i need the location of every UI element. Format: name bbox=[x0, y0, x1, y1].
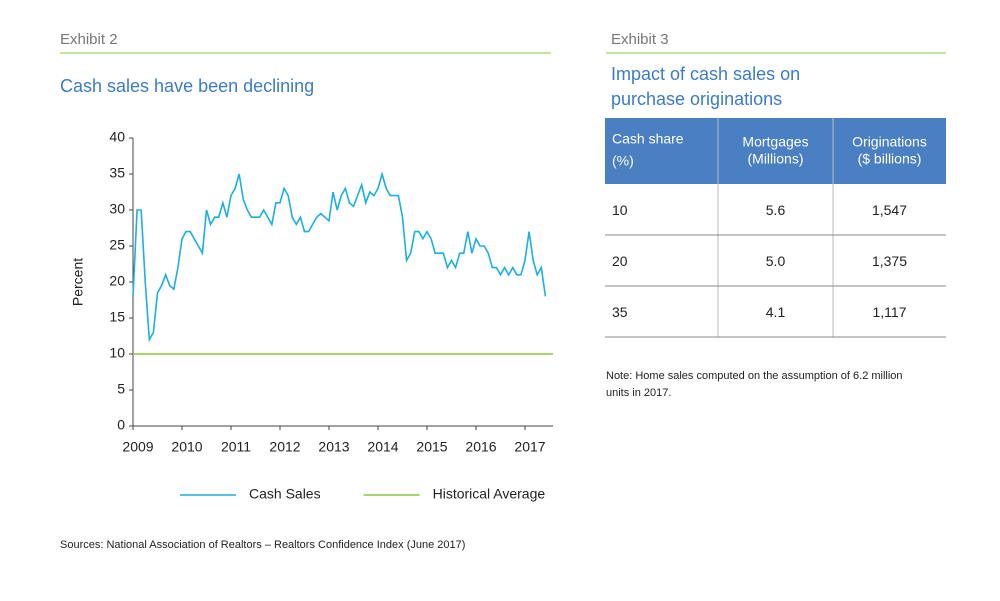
x-tick-label: 2014 bbox=[367, 439, 398, 455]
column-header: Mortgages bbox=[742, 134, 808, 150]
y-tick-label: 0 bbox=[117, 417, 125, 433]
x-tick-label: 2009 bbox=[122, 439, 153, 455]
column-header: (Millions) bbox=[748, 151, 804, 167]
column-header: Cash share bbox=[612, 131, 684, 147]
sources: Sources: National Association of Realtor… bbox=[60, 539, 465, 551]
x-tick-label: 2017 bbox=[514, 439, 545, 455]
y-tick-label: 25 bbox=[109, 237, 125, 253]
y-tick-label: 5 bbox=[117, 381, 125, 397]
y-tick-label: 10 bbox=[109, 345, 125, 361]
y-tick-label: 15 bbox=[109, 309, 125, 325]
table-header bbox=[605, 118, 946, 184]
y-tick-label: 30 bbox=[109, 201, 125, 217]
column-header: ($ billions) bbox=[858, 151, 922, 167]
x-tick-label: 2012 bbox=[269, 439, 300, 455]
line-series bbox=[132, 171, 547, 343]
table-cell: 10 bbox=[612, 202, 628, 218]
x-tick-label: 2015 bbox=[416, 439, 447, 455]
exhibit-label: Exhibit 2 bbox=[60, 31, 118, 48]
column-header: (%) bbox=[612, 153, 634, 169]
table-cell: 5.0 bbox=[766, 253, 786, 269]
y-tick-label: 20 bbox=[109, 273, 125, 289]
note: units in 2017. bbox=[606, 387, 671, 399]
y-tick-label: 35 bbox=[109, 165, 125, 181]
legend-label: Cash Sales bbox=[249, 486, 321, 502]
table-title: purchase originations bbox=[611, 89, 782, 109]
x-tick-label: 2013 bbox=[318, 439, 349, 455]
column-header: Originations bbox=[852, 134, 927, 150]
table-cell: 1,547 bbox=[872, 202, 907, 218]
y-axis-label: Percent bbox=[70, 258, 86, 306]
table-title: Impact of cash sales on bbox=[611, 64, 800, 84]
table-cell: 20 bbox=[612, 253, 628, 269]
legend-label: Historical Average bbox=[433, 486, 546, 502]
table-cell: 5.6 bbox=[766, 202, 786, 218]
chart-title: Cash sales have been declining bbox=[60, 76, 314, 96]
table-cell: 1,117 bbox=[873, 304, 907, 320]
exhibit-label: Exhibit 3 bbox=[611, 31, 669, 48]
x-tick-label: 2016 bbox=[465, 439, 496, 455]
x-tick-label: 2011 bbox=[221, 439, 251, 455]
x-tick-label: 2010 bbox=[171, 439, 202, 455]
note: Note: Home sales computed on the assumpt… bbox=[606, 370, 903, 382]
table-cell: 1,375 bbox=[872, 253, 907, 269]
table-cell: 35 bbox=[612, 304, 628, 320]
table-cell: 4.1 bbox=[766, 304, 786, 320]
y-tick-label: 40 bbox=[109, 129, 125, 145]
